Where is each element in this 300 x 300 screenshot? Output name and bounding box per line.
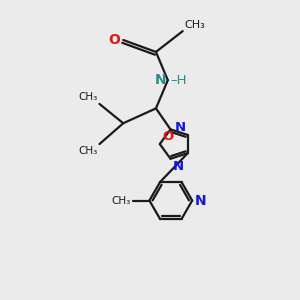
Text: N: N: [173, 160, 184, 173]
Text: N: N: [174, 121, 185, 134]
Text: N: N: [155, 73, 166, 87]
Text: O: O: [162, 130, 173, 143]
Text: CH₃: CH₃: [79, 146, 98, 155]
Text: CH₃: CH₃: [79, 92, 98, 102]
Text: –H: –H: [171, 74, 187, 87]
Text: O: O: [108, 33, 120, 47]
Text: CH₃: CH₃: [112, 196, 131, 206]
Text: N: N: [195, 194, 207, 208]
Text: CH₃: CH₃: [184, 20, 205, 30]
